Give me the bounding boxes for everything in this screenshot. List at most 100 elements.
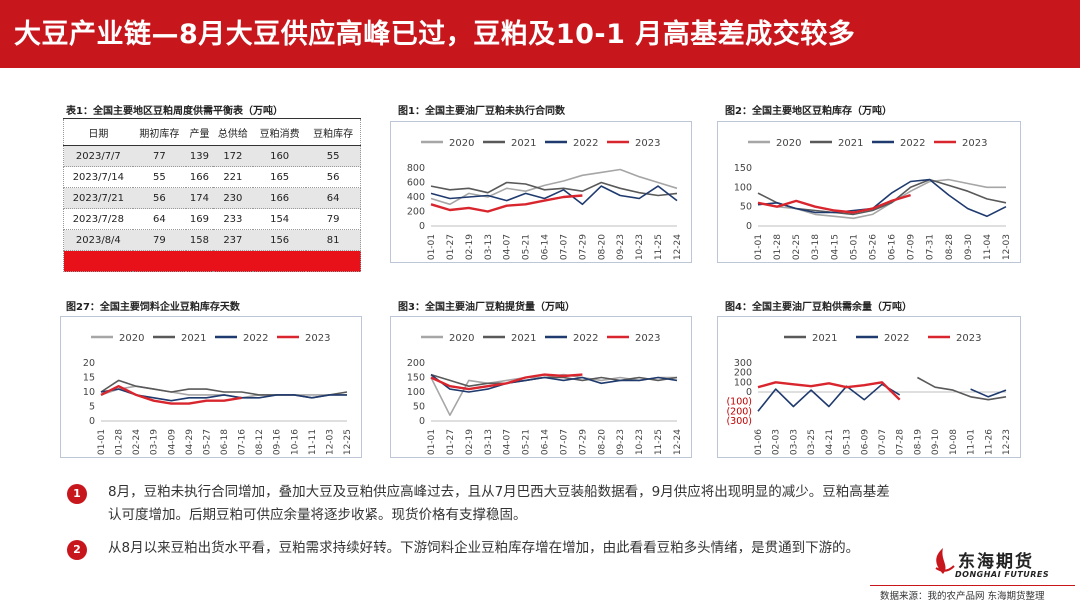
x-tick-label: 07-16: [238, 429, 248, 455]
x-tick-label: 07-09: [907, 234, 917, 260]
x-tick-label: 07-29: [578, 429, 588, 455]
supply-demand-table: 日期 期初库存 产量 总供给 豆粕消费 豆粕库存 2023/7/7 77 139 17…: [62, 118, 362, 272]
table-cell: 237: [212, 229, 253, 251]
bullet-text-1: 8月，豆粕未执行合同增加，叠加大豆及豆粕供应高峰过去，且从7月巴西大豆装船数据看…: [108, 484, 890, 523]
table-cell: 160: [252, 145, 307, 167]
x-tick-label: 03-03: [789, 429, 799, 455]
x-tick-label: 05-27: [202, 429, 212, 455]
x-tick-label: 01-06: [754, 429, 764, 455]
table-cell: 77: [132, 145, 187, 167]
y-tick-label: (100): [726, 397, 752, 408]
x-tick-label: 06-09: [860, 429, 870, 455]
table-row-highlighted: 2023/8/11 81 162 243 165 78: [62, 250, 362, 272]
y-tick-label: 15: [83, 373, 95, 384]
table-cell: 79: [306, 208, 362, 230]
x-tick-label: 07-29: [578, 234, 588, 260]
table-header-cell: 日期: [62, 118, 133, 146]
chart-c1-frame: 2020 2021 2022 2023 0 200 400 600 800 01-01 01-27 0…: [390, 121, 692, 263]
y-tick-label: 100: [407, 387, 425, 398]
x-tick-label: 05-26: [868, 234, 878, 260]
x-tick-label: 09-23: [616, 429, 626, 455]
x-tick-label: 04-29: [185, 429, 195, 455]
x-tick-label: 07-28: [896, 429, 906, 455]
page-title: 大豆产业链—8月大豆供应高峰已过，豆粕及10-1 月高基差成交较多: [14, 19, 856, 50]
legend-label: 2022: [884, 333, 909, 344]
x-tick-label: 07-07: [878, 429, 888, 455]
x-tick-label: 11-26: [984, 429, 994, 455]
x-tick-label: 08-12: [255, 429, 265, 455]
y-tick-label: 200: [407, 207, 425, 218]
table-cell: 165: [252, 166, 307, 188]
x-tick-label: 02-25: [792, 234, 802, 260]
table-row: 2023/8/4 79 158 237 156 81: [62, 229, 362, 251]
chart-c27-frame: 2020 2021 2022 2023 0 5 10 15 20 01-01 01-28 02-24 0…: [60, 316, 362, 458]
series-line-2022: [430, 185, 678, 206]
x-tick-label: 04-21: [825, 429, 835, 455]
x-tick-label: 04-15: [830, 234, 840, 260]
legend-label: 2023: [305, 333, 330, 344]
y-tick-label: 300: [734, 358, 752, 369]
y-tick-label: 100: [734, 377, 752, 388]
series-line-2021: [430, 181, 678, 197]
x-tick-label: 09-10: [931, 429, 941, 455]
chart-c1-title: 图1：全国主要油厂豆粕未执行合同数: [398, 106, 565, 117]
chart-c27: 2020 2021 2022 2023 0 5 10 15 20 01-01 01-28 02-24 0…: [83, 333, 353, 455]
y-tick-label: 5: [89, 402, 95, 413]
table-title: 表1：全国主要地区豆粕周度供需平衡表（万吨）: [66, 106, 283, 117]
y-tick-label: 0: [419, 221, 425, 232]
x-tick-label: 01-01: [427, 234, 437, 260]
x-tick-label: 10-08: [949, 429, 959, 455]
table-cell: 233: [212, 208, 253, 230]
table-cell: 165: [252, 250, 307, 272]
x-tick-label: 02-19: [465, 234, 475, 260]
legend-label: 2020: [119, 333, 144, 344]
x-tick-label: 02-19: [465, 429, 475, 455]
table-cell: 2023/7/21: [62, 187, 133, 209]
table-cell: 2023/7/7: [62, 145, 133, 167]
series-line-2021: [430, 373, 678, 387]
table-cell: 166: [186, 166, 213, 188]
legend-label: 2023: [635, 138, 660, 149]
bullet-number-1: 1: [67, 484, 87, 504]
table-cell: 79: [132, 229, 187, 251]
legend-label: 2021: [511, 138, 536, 149]
table-header-cell: 豆粕消费: [252, 118, 307, 146]
x-tick-label: 09-23: [616, 234, 626, 260]
x-tick-label: 06-14: [541, 429, 551, 455]
x-tick-label: 09-16: [273, 429, 283, 455]
x-tick-label: 05-21: [522, 234, 532, 260]
table-cell: 2023/8/4: [62, 229, 133, 251]
chart-c2-title: 图2：全国主要地区豆粕库存（万吨）: [725, 106, 892, 117]
x-tick-label: 12-24: [673, 234, 683, 260]
x-tick-label: 09-30: [964, 234, 974, 260]
x-tick-label: 10-16: [290, 429, 300, 455]
x-tick-label: 10-23: [635, 234, 645, 260]
table-cell: 64: [306, 187, 362, 209]
series-line-2021: [917, 376, 1007, 401]
table-cell: 139: [186, 145, 213, 167]
x-tick-label: 01-01: [427, 429, 437, 455]
legend-label: 2022: [573, 333, 598, 344]
series-line-2020: [757, 178, 1006, 220]
x-tick-label: 03-25: [807, 429, 817, 455]
y-tick-label: 100: [734, 182, 752, 193]
y-tick-label: 0: [746, 221, 752, 232]
y-tick-label: 150: [407, 373, 425, 384]
x-tick-label: 08-20: [597, 234, 607, 260]
table-cell: 169: [186, 208, 213, 230]
x-tick-label: 01-01: [754, 234, 764, 260]
x-tick-label: 06-16: [888, 234, 898, 260]
table-cell: 174: [186, 187, 213, 209]
y-tick-label: (300): [726, 416, 752, 427]
series-line-2023: [757, 193, 911, 214]
legend-label: 2023: [635, 333, 660, 344]
x-tick-label: 01-27: [446, 429, 456, 455]
x-tick-label: 04-07: [503, 429, 513, 455]
legend-label: 2020: [449, 138, 474, 149]
legend-label: 2022: [573, 138, 598, 149]
donghai-logo-icon: [935, 548, 955, 574]
x-tick-label: 02-24: [132, 429, 142, 455]
y-tick-label: 200: [734, 368, 752, 379]
chart-c4-frame: 2021 2022 2023 (300) (200) (100) 0 100 200 300 01-…: [717, 316, 1021, 458]
x-tick-label: 06-18: [220, 429, 230, 455]
